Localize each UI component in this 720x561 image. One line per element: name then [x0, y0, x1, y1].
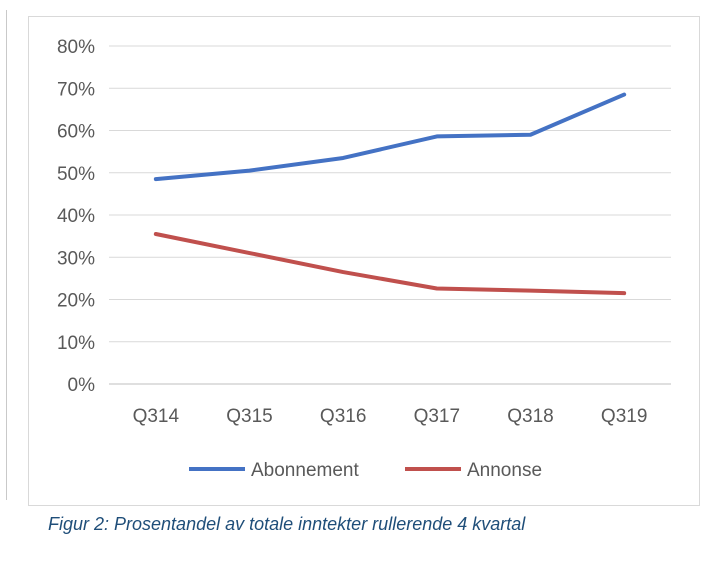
x-tick-label: Q316: [320, 406, 366, 427]
y-tick-label: 0%: [68, 375, 96, 396]
x-tick-label: Q317: [414, 406, 460, 427]
y-tick-label: 40%: [57, 206, 95, 227]
chart-frame: 0% 10% 20% 30% 40% 50% 60% 70% 80% Q314 Q315 Q316 Q3…: [28, 16, 700, 506]
figure-caption: Figur 2: Prosentandel av totale inntekte…: [48, 514, 526, 534]
legend-label: Annonse: [467, 460, 542, 481]
x-tick-label: Q315: [226, 406, 272, 427]
y-tick-label: 80%: [57, 37, 95, 58]
page-left-border: [6, 10, 7, 500]
y-tick-label: 50%: [57, 164, 95, 185]
series-line-abonnement: [153, 92, 627, 182]
x-tick-label: Q314: [133, 406, 180, 427]
y-tick-label: 20%: [57, 291, 95, 312]
legend-label: Abonnement: [251, 460, 359, 481]
y-tick-label: 60%: [57, 122, 95, 143]
y-tick-label: 30%: [57, 248, 95, 269]
line-chart: 0% 10% 20% 30% 40% 50% 60% 70% 80% Q314 Q315 Q316 Q3…: [57, 37, 671, 481]
y-tick-label: 10%: [57, 333, 95, 354]
series-line-annonse: [153, 232, 627, 296]
x-tick-label: Q319: [601, 406, 647, 427]
x-tick-label: Q318: [507, 406, 553, 427]
y-tick-label: 70%: [57, 79, 95, 100]
